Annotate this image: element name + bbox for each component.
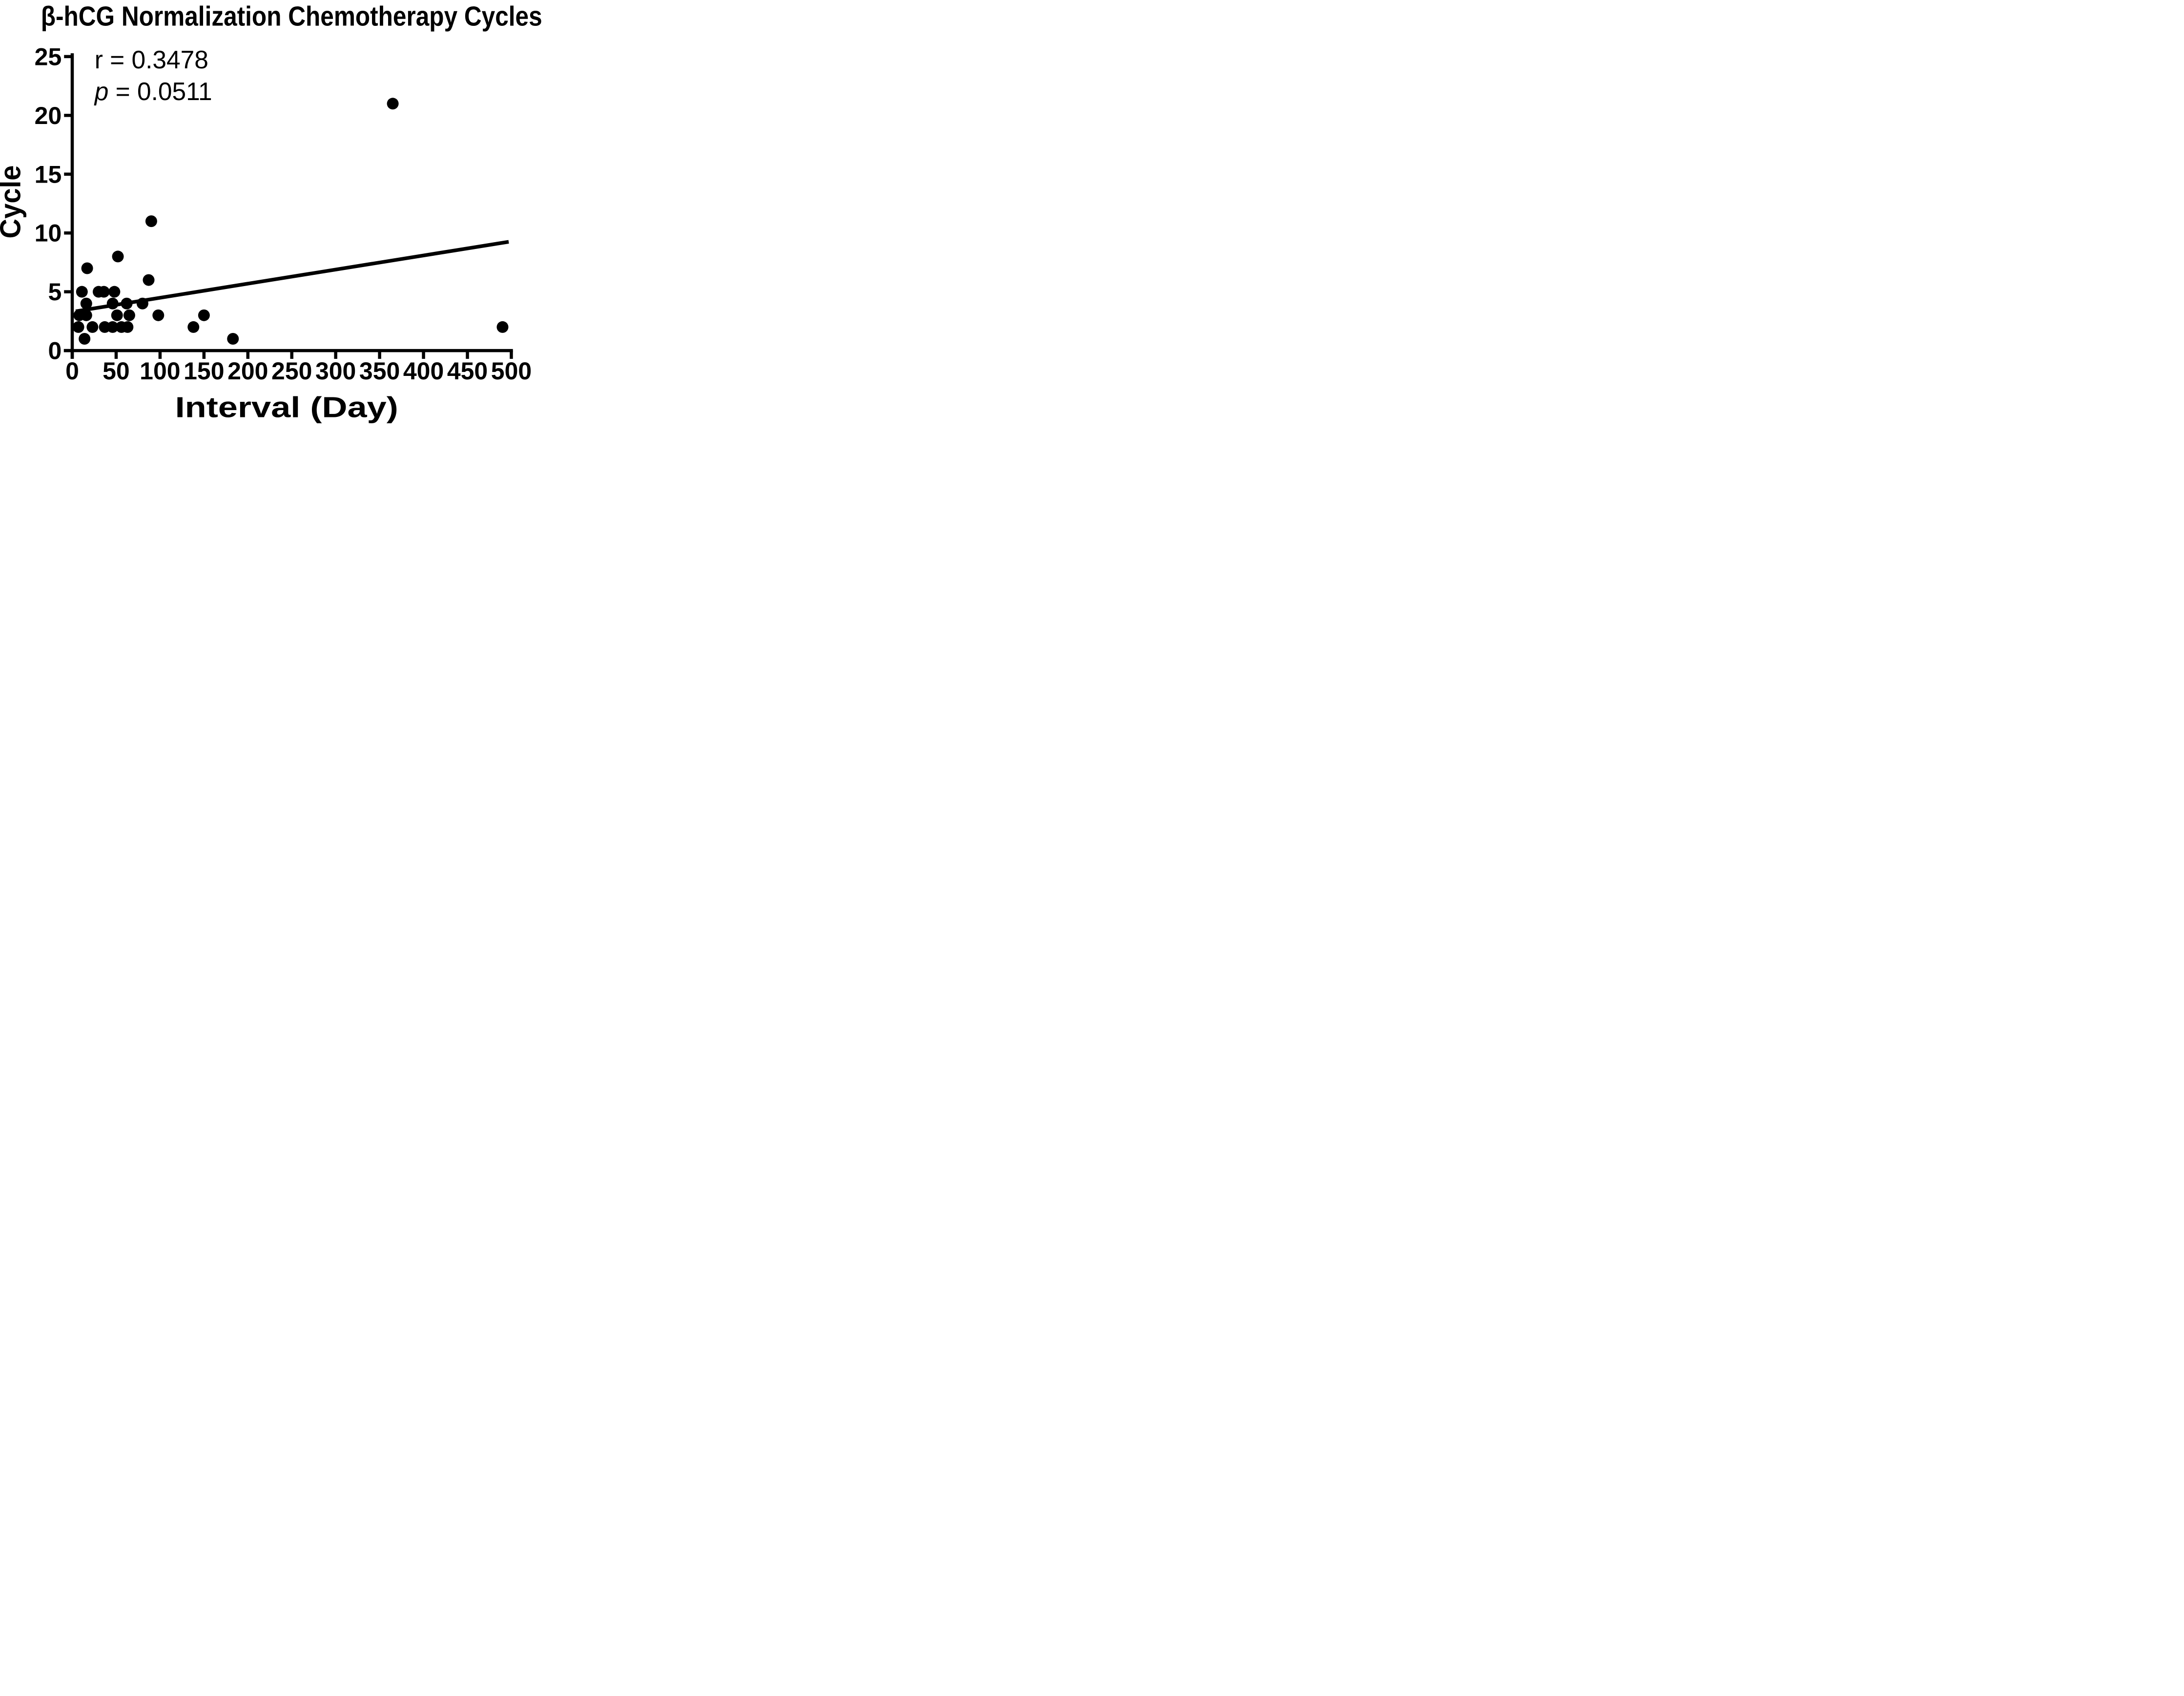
x-tick-label: 100 bbox=[140, 357, 180, 385]
chart-figure: β-hCG Normalization Chemotherapy Cycles … bbox=[0, 0, 546, 424]
data-point bbox=[81, 262, 93, 274]
annotation-p-value: p = 0.0511 bbox=[94, 77, 212, 105]
trend-line-layer bbox=[75, 240, 509, 313]
data-point bbox=[112, 250, 124, 263]
data-points-layer bbox=[72, 98, 509, 345]
data-point bbox=[152, 309, 165, 321]
data-point bbox=[108, 286, 121, 298]
data-point bbox=[187, 321, 200, 333]
y-axis-label: Cycle bbox=[0, 165, 26, 239]
data-point bbox=[387, 98, 399, 110]
data-point bbox=[76, 286, 88, 298]
x-tick-label: 250 bbox=[271, 357, 312, 385]
data-point bbox=[136, 297, 148, 310]
x-tick-label: 400 bbox=[403, 357, 444, 385]
data-point bbox=[496, 321, 509, 333]
axes bbox=[63, 53, 513, 359]
chart-title: β-hCG Normalization Chemotherapy Cycles bbox=[41, 0, 542, 32]
data-point bbox=[121, 297, 133, 310]
x-tick-label: 450 bbox=[447, 357, 488, 385]
x-tick-label: 200 bbox=[227, 357, 268, 385]
x-tick-label: 0 bbox=[65, 357, 79, 385]
data-point bbox=[227, 333, 239, 345]
trend-line bbox=[75, 240, 509, 313]
x-tick-label: 150 bbox=[184, 357, 224, 385]
y-tick-label: 5 bbox=[48, 278, 62, 306]
data-point bbox=[106, 321, 119, 333]
data-point bbox=[80, 309, 92, 321]
x-tick-label: 50 bbox=[103, 357, 130, 385]
x-tick-label: 300 bbox=[315, 357, 356, 385]
data-point bbox=[79, 333, 91, 345]
data-point bbox=[86, 321, 99, 333]
x-axis-label: Interval (Day) bbox=[175, 391, 398, 424]
x-tick-label: 350 bbox=[359, 357, 400, 385]
annotation-r-value: r = 0.3478 bbox=[95, 45, 208, 74]
data-point bbox=[80, 297, 92, 310]
data-point bbox=[122, 321, 134, 333]
p-rest: = 0.0511 bbox=[108, 77, 212, 105]
data-point bbox=[143, 274, 155, 286]
scatter-plot: β-hCG Normalization Chemotherapy Cycles … bbox=[0, 0, 542, 424]
x-tick-label: 500 bbox=[491, 357, 532, 385]
y-tick-label: 25 bbox=[35, 43, 62, 70]
data-point bbox=[145, 215, 157, 228]
y-tick-label: 10 bbox=[35, 220, 62, 247]
p-symbol: p bbox=[94, 77, 109, 105]
data-point bbox=[72, 321, 84, 333]
y-tick-label: 20 bbox=[35, 102, 62, 129]
data-point bbox=[198, 309, 210, 321]
data-point bbox=[106, 297, 119, 310]
data-point bbox=[123, 309, 135, 321]
data-point bbox=[111, 309, 123, 321]
data-point bbox=[98, 286, 110, 298]
y-tick-label: 0 bbox=[48, 337, 62, 365]
y-tick-label: 15 bbox=[35, 161, 62, 188]
